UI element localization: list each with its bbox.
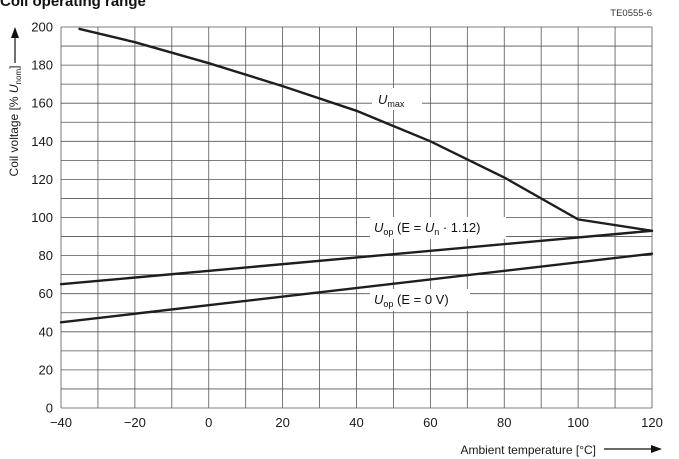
annotation-uop2-sub: op [383,299,393,309]
x-tick-label: 0 [205,415,212,430]
chart-title: Coil operating range [0,0,146,10]
y-tick-label: 180 [31,58,53,73]
annotation-uop1-sub: op [383,227,393,237]
x-tick-label: −40 [50,415,72,430]
annotation-umax-sub: max [387,99,405,109]
svg-text:Umax: Umax [378,92,405,109]
svg-text:Coil voltage [% Unom]: Coil voltage [% Unom] [7,66,23,177]
y-tick-label: 140 [31,134,53,149]
y-tick-label: 80 [39,248,53,263]
tick-labels: 0 20 40 60 80 100 120 140 160 180 200 −40 −20 0 20 40 60… [31,20,663,431]
series-uop-0v-line [59,252,654,324]
y-axis-label-suffix: ] [7,66,21,69]
grid [60,26,653,409]
x-tick-label: 80 [497,415,511,430]
series-layer [59,27,654,324]
y-axis-label-sub: nom [14,69,23,85]
y-axis-label-prefix: Coil voltage [% [7,93,21,176]
y-tick-label: 120 [31,172,53,187]
y-axis-arrow-head [11,27,19,38]
x-tick-label: −20 [124,415,146,430]
x-tick-label: 20 [275,415,289,430]
y-tick-label: 20 [39,362,53,377]
y-tick-label: 60 [39,286,53,301]
y-tick-label: 0 [46,401,53,416]
x-axis-arrow-head [651,445,662,453]
series-umax-line [78,27,654,233]
annotation-umax: Umax [372,88,422,110]
y-tick-label: 160 [31,96,53,111]
annotation-uop1-mid: (E = [393,220,424,235]
annotation-umax-var: U [378,92,388,107]
x-tick-label: 100 [567,415,589,430]
annotation-uop2-var: U [374,292,384,307]
y-axis-label: Coil voltage [% Unom] [7,66,23,177]
annotation-uop-1-12: Uop (E = Un · 1.12) [370,217,506,239]
series-uop-1-12-line [59,229,654,286]
annotation-uop1-sub2: n [434,227,439,237]
y-tick-label: 200 [31,20,53,35]
annotation-uop-0v: Uop (E = 0 V) [370,289,470,311]
svg-text:Uop (E = 0 V): Uop (E = 0 V) [374,292,449,309]
annotation-uop2-tail: (E = 0 V) [393,292,448,307]
y-tick-label: 100 [31,210,53,225]
x-tick-label: 120 [641,415,663,430]
x-axis-label: Ambient temperature [°C] [460,443,596,457]
annotation-uop1-var2: U [425,220,435,235]
y-tick-label: 40 [39,324,53,339]
x-tick-label: 40 [349,415,363,430]
figure-code: TE0555-6 [610,8,652,19]
svg-text:Uop (E = Un · 1.12): Uop (E = Un · 1.12) [374,220,480,237]
x-tick-label: 60 [423,415,437,430]
y-axis-label-var: U [7,84,21,93]
annotation-uop1-var: U [374,220,384,235]
annotation-uop1-tail: · 1.12) [439,220,480,235]
